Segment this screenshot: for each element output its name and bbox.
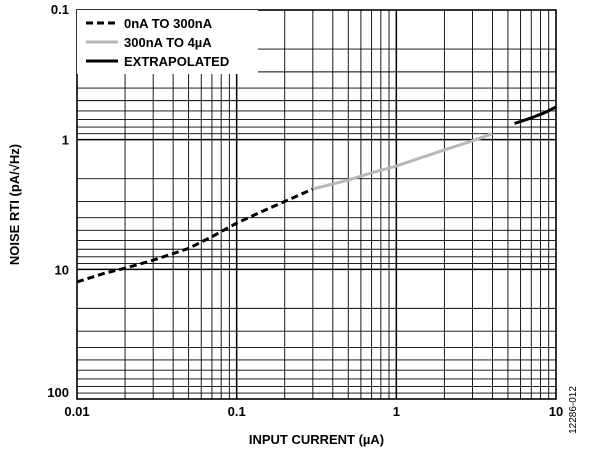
- x-tick-label: 0.1: [228, 404, 246, 419]
- x-tick-label: 0.01: [64, 404, 89, 419]
- x-axis-label: INPUT CURRENT (µA): [249, 432, 384, 447]
- y-axis-label: NOISE RTI (pA/√Hz): [7, 144, 22, 265]
- legend-label-3: EXTRAPOLATED: [124, 54, 229, 69]
- series-line-3: [514, 105, 557, 125]
- series-line-2: [312, 132, 494, 191]
- x-tick-label: 10: [549, 404, 563, 419]
- series-group: [76, 105, 557, 284]
- y-tick-label: 10: [55, 262, 69, 277]
- tick-labels: 0.01 0.1 1 10 0.1 1 10 100: [47, 2, 563, 419]
- grid: [77, 10, 556, 399]
- legend: 0nA TO 300nA 300nA TO 4µA EXTRAPOLATED: [77, 10, 258, 74]
- plot-frame: [76, 9, 557, 400]
- x-tick-label: 1: [393, 404, 400, 419]
- y-tick-label: 100: [47, 385, 69, 400]
- figure-id: 12286-012: [568, 386, 579, 434]
- y-tick-label: 1: [62, 133, 69, 148]
- series-line-1: [76, 187, 314, 284]
- legend-label-1: 0nA TO 300nA: [124, 16, 213, 31]
- legend-label-2: 300nA TO 4µA: [124, 35, 212, 50]
- y-tick-label: 0.1: [51, 2, 69, 17]
